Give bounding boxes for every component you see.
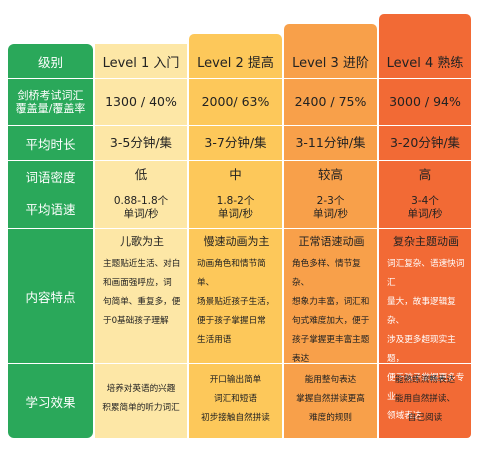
label-level: 级别 bbox=[37, 54, 63, 70]
label-effect: 学习效果 bbox=[25, 394, 76, 410]
level2-content: 慢速动画为主 动画角色和情节简单、 场景贴近孩子生活， 便于孩子掌握日常 生活用… bbox=[197, 235, 275, 345]
level2-effect: 开口输出简单 词汇和短语 初步接触自然拼读 bbox=[201, 374, 270, 423]
level1-content-title: 儿歌为主 bbox=[120, 235, 164, 248]
level2-duration: 3-7分钟/集 bbox=[204, 135, 267, 150]
level3-density: 较高 bbox=[317, 167, 343, 182]
level1-header: Level 1 入门 bbox=[102, 55, 180, 71]
level4-speed: 3-4个 单词/秒 bbox=[407, 195, 443, 220]
level1-duration: 3-5分钟/集 bbox=[109, 135, 173, 150]
level3-column bbox=[284, 24, 377, 438]
level1-vocab: 1300 / 40% bbox=[105, 94, 177, 109]
level3-speed: 2-3个 单词/秒 bbox=[312, 195, 349, 220]
label-vocab: 剑桥考试词汇 覆盖量/覆盖率 bbox=[15, 89, 86, 115]
level1-density: 低 bbox=[134, 167, 148, 182]
level3-duration: 3-11分钟/集 bbox=[295, 135, 366, 150]
label-content: 内容特点 bbox=[25, 289, 76, 305]
level4-header: Level 4 熟练 bbox=[386, 55, 464, 71]
level2-content-title: 慢速动画为主 bbox=[203, 235, 270, 248]
level3-content: 正常语速动画 角色多样、情节复杂、 想象力丰富，词汇和 句式难度加大，便于 孩子… bbox=[292, 235, 370, 364]
level4-column bbox=[379, 14, 471, 438]
label-duration: 平均时长 bbox=[25, 136, 76, 152]
level1-effect: 培养对英语的兴趣 积累简单的听力词汇 bbox=[102, 384, 180, 413]
label-speed: 平均语速 bbox=[25, 201, 76, 217]
level4-duration: 3-20分钟/集 bbox=[389, 135, 461, 150]
label-density: 词语密度 bbox=[25, 169, 76, 185]
level4-content-title: 复杂主题动画 bbox=[393, 235, 459, 248]
level1-column bbox=[95, 44, 187, 438]
level2-header: Level 2 提高 bbox=[197, 55, 274, 71]
level2-speed: 1.8-2个 单词/秒 bbox=[216, 195, 255, 220]
label-column bbox=[8, 44, 93, 438]
level3-effect: 能用整句表达 掌握自然拼读更高 难度的规则 bbox=[296, 374, 365, 423]
level3-content-title: 正常语速动画 bbox=[298, 235, 365, 248]
level4-vocab: 3000 / 94% bbox=[389, 94, 461, 109]
level3-header: Level 3 进阶 bbox=[292, 55, 369, 71]
level1-content: 儿歌为主 主题贴近生活、对白 和画面强呼应，词 句简单、重复多，便 于0基础孩子… bbox=[103, 235, 181, 326]
level1-speed: 0.88-1.8个 单词/秒 bbox=[113, 195, 169, 220]
level4-content: 复杂主题动画 词汇复杂、语速快词汇 量大，故事逻辑复杂、 涉及更多超现实主题， … bbox=[387, 235, 465, 421]
level3-vocab: 2400 / 75% bbox=[294, 94, 367, 109]
level2-density: 中 bbox=[229, 167, 242, 182]
level4-effect: 能熟练流畅表达 能用自然拼读、 自己阅读 bbox=[394, 374, 456, 423]
level2-vocab: 2000/ 63% bbox=[201, 94, 270, 109]
level4-density: 高 bbox=[418, 167, 432, 182]
level2-column bbox=[189, 34, 282, 438]
